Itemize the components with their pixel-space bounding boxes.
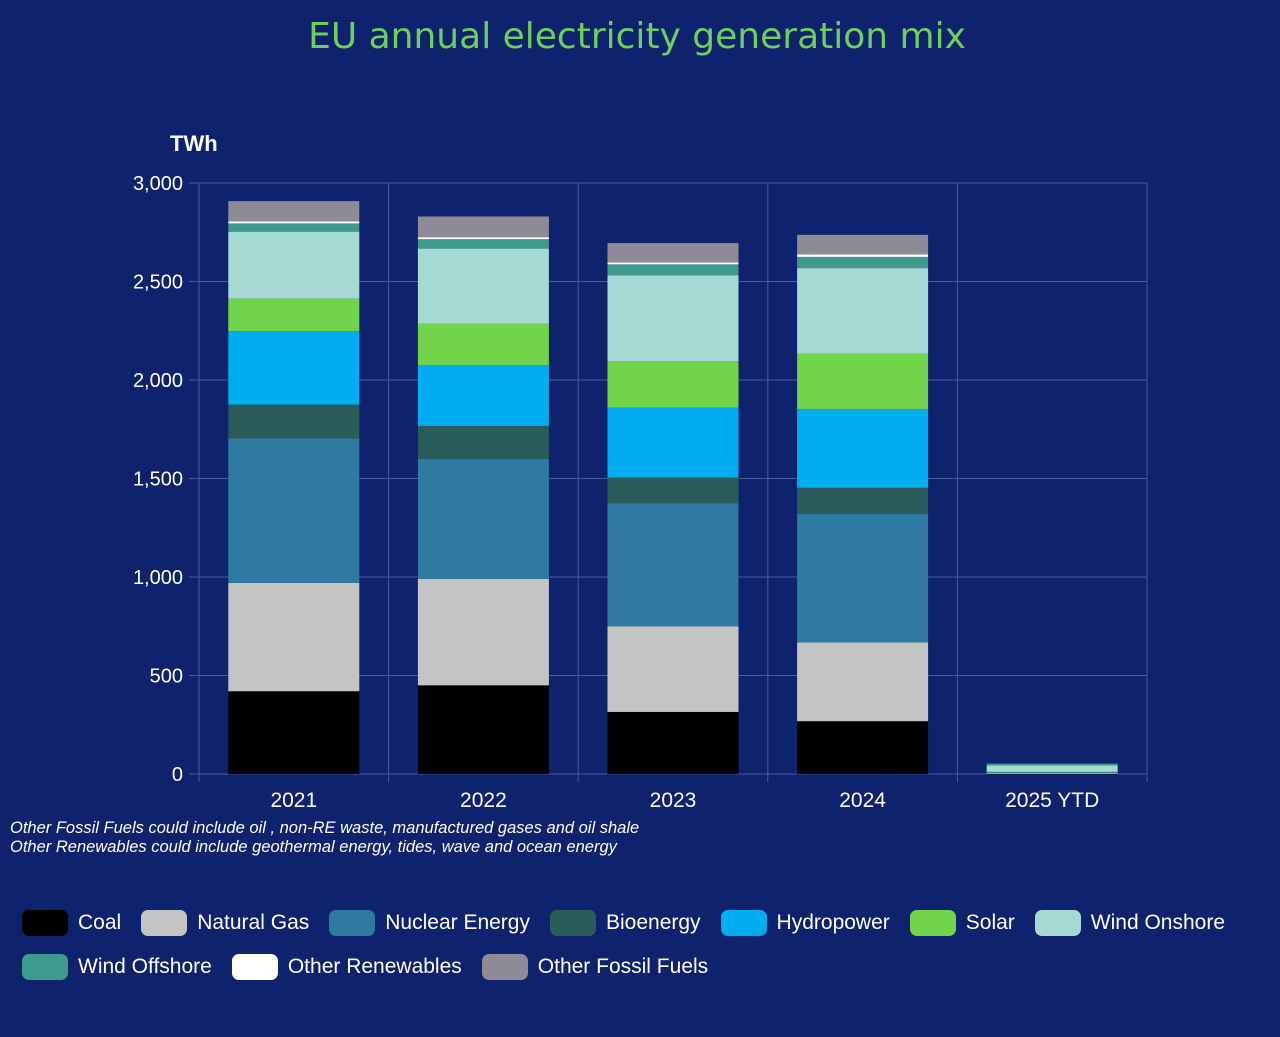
legend-item-bioenergy: Bioenergy: [549, 908, 701, 938]
legend-item-other-fossil-fuels: Other Fossil Fuels: [481, 952, 709, 982]
legend-item-natural-gas: Natural Gas: [141, 908, 309, 938]
bar-segment-other-renewables: [607, 262, 739, 265]
bar-segment-bioenergy: [228, 404, 360, 439]
legend-label: Wind Onshore: [1090, 911, 1226, 934]
bar-segment-wind-onshore: [607, 275, 739, 362]
bar-segment-solar: [417, 323, 549, 366]
legend-label: Natural Gas: [197, 911, 310, 934]
x-tick-label: 2021: [270, 789, 317, 812]
y-tick-label: 1,000: [133, 567, 183, 589]
bar-segment-coal: [228, 691, 360, 774]
bar-segment-hydropower: [607, 407, 739, 478]
bar-segment-hydropower: [797, 408, 929, 488]
legend-item-solar: Solar: [909, 908, 1015, 938]
bar-segment-other-renewables: [417, 237, 549, 240]
bars: [228, 201, 1118, 775]
y-tick-label: 1,500: [133, 469, 183, 491]
bar-segment-natural-gas: [417, 578, 549, 686]
y-tick-label: 500: [150, 666, 183, 688]
bar-segment-wind-onshore: [797, 268, 929, 354]
legend-label: Wind Offshore: [78, 955, 212, 978]
legend-label: Coal: [78, 911, 122, 934]
legend-item-wind-onshore: Wind Onshore: [1034, 908, 1226, 938]
legend-swatch: [141, 910, 188, 936]
legend-swatch: [481, 954, 528, 980]
legend-item-wind-offshore: Wind Offshore: [22, 952, 212, 982]
bar-segment-wind-offshore: [228, 223, 360, 232]
footnote-other-fossil: Other Fossil Fuels could include oil , n…: [10, 819, 640, 837]
bar-segment-nuclear-energy: [228, 438, 360, 583]
bar-segment-wind-onshore: [228, 231, 360, 299]
legend-label: Other Fossil Fuels: [537, 955, 709, 978]
bar-segment-solar: [607, 361, 739, 408]
bar-segment-natural-gas: [986, 773, 1118, 774]
y-tick-label: 2,500: [133, 272, 183, 294]
axes: 0 500 1,000 1,500 2,000 2,500 3,000 2021 2022 202…: [133, 173, 1099, 812]
bar-segment-nuclear-energy: [417, 458, 549, 579]
y-axis-label: TWh: [170, 131, 218, 156]
legend-swatch: [22, 910, 68, 936]
bar-segment-natural-gas: [797, 642, 929, 722]
y-tick-label: 0: [172, 764, 183, 786]
x-tick-label: 2025 YTD: [1005, 789, 1099, 812]
bar-segment-natural-gas: [607, 626, 739, 712]
legend-item-nuclear-energy: Nuclear Energy: [329, 908, 530, 938]
bar-segment-nuclear-energy: [607, 503, 739, 627]
x-tick-label: 2022: [460, 789, 507, 812]
bar-segment-other-renewables: [228, 221, 360, 224]
legend-label: Bioenergy: [605, 911, 701, 934]
legend-swatch: [909, 910, 956, 936]
legend-swatch: [22, 954, 68, 980]
bar-segment-coal: [986, 773, 1118, 775]
bar-segment-wind-onshore: [986, 765, 1118, 772]
bar-segment-solar: [228, 298, 360, 332]
legend-swatch: [1034, 910, 1081, 936]
bar-segment-hydropower: [228, 331, 360, 405]
bar-segment-wind-offshore: [417, 239, 549, 249]
bar-segment-hydropower: [417, 365, 549, 426]
bar-segment-solar: [797, 353, 929, 409]
footnote-other-renewables: Other Renewables could include geotherma…: [10, 838, 617, 856]
legend-label: Hydropower: [776, 911, 890, 934]
bar-segment-coal: [797, 721, 929, 774]
bar-segment-other-fossil-fuels: [228, 201, 360, 222]
footnotes: Other Fossil Fuels could include oil , n…: [10, 819, 639, 857]
bar-segment-nuclear-energy: [797, 513, 929, 643]
legend-swatch: [329, 910, 376, 936]
x-tick-label: 2023: [650, 789, 697, 812]
chart: EU annual electricity generation mix TWh…: [133, 16, 1148, 812]
bar-segment-coal: [417, 685, 549, 774]
bar-segment-wind-offshore: [797, 256, 929, 269]
bar-segment-coal: [607, 711, 739, 774]
legend-swatch: [231, 954, 278, 980]
y-tick-label: 2,000: [133, 370, 183, 392]
bar-segment-wind-offshore: [607, 264, 739, 276]
legend-swatch: [549, 910, 596, 936]
bar-segment-bioenergy: [797, 487, 929, 514]
bar-segment-bioenergy: [607, 477, 739, 504]
y-tick-label: 3,000: [133, 173, 183, 195]
legend-label: Other Renewables: [287, 955, 462, 978]
legend-item-hydropower: Hydropower: [720, 908, 890, 938]
legend: Coal Natural Gas Nuclear Energy Bioenergy Hy…: [22, 908, 1272, 982]
legend-label: Solar: [965, 911, 1015, 934]
bar-segment-natural-gas: [228, 582, 360, 692]
x-tick-label: 2024: [839, 789, 886, 812]
chart-title: EU annual electricity generation mix: [308, 16, 966, 57]
bar-segment-bioenergy: [417, 425, 549, 459]
legend-swatch: [720, 910, 767, 936]
bar-segment-other-fossil-fuels: [607, 243, 739, 263]
legend-item-coal: Coal: [22, 908, 121, 938]
bar-segment-other-fossil-fuels: [797, 234, 929, 255]
legend-item-other-renewables: Other Renewables: [231, 952, 462, 982]
legend-label: Nuclear Energy: [385, 911, 530, 934]
bar-segment-wind-offshore: [986, 763, 1118, 766]
bar-segment-wind-onshore: [417, 248, 549, 324]
bar-segment-solar: [986, 771, 1118, 773]
bar-segment-other-renewables: [797, 254, 929, 257]
bar-segment-other-fossil-fuels: [417, 216, 549, 238]
